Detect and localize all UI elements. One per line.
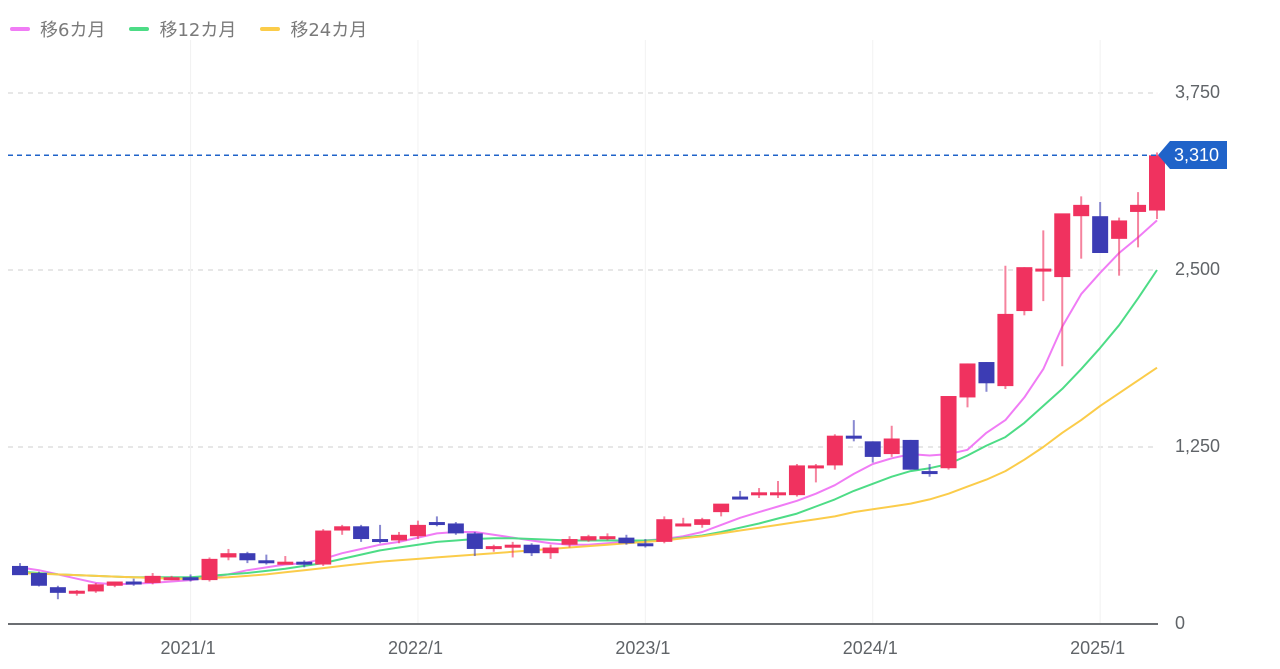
candle	[561, 536, 578, 548]
candle	[125, 578, 142, 586]
candle	[1130, 192, 1147, 248]
candle	[163, 575, 180, 581]
candle	[87, 582, 104, 593]
y-tick-label: 2,500	[1175, 259, 1221, 279]
candle	[49, 585, 66, 600]
candle	[485, 544, 502, 552]
candle	[770, 480, 786, 498]
legend-label: 移24カ月	[290, 20, 368, 41]
candle	[788, 463, 805, 497]
chart-legend: 移6カ月 移12カ月 移24カ月	[10, 14, 367, 44]
legend-label: 移12カ月	[159, 20, 237, 41]
candle	[845, 420, 862, 442]
candle	[864, 441, 881, 463]
current-price-label: 3,310	[1170, 141, 1228, 170]
candle	[542, 544, 559, 559]
candle	[1073, 196, 1090, 259]
candle	[296, 560, 313, 568]
candle	[372, 524, 389, 544]
candle	[675, 517, 692, 527]
x-tick-label: 2023/1	[615, 638, 671, 658]
candle	[1054, 213, 1071, 367]
current-price-tag: 3,310	[1158, 141, 1228, 170]
candle	[618, 534, 635, 545]
candle	[30, 571, 47, 587]
candle	[637, 539, 654, 548]
candle	[807, 463, 824, 483]
candle	[106, 581, 123, 588]
legend-label: 移6カ月	[40, 20, 106, 41]
candle	[315, 529, 332, 566]
candle	[447, 522, 464, 535]
candle	[201, 557, 218, 582]
candle	[68, 590, 85, 596]
candle	[409, 520, 426, 540]
candle	[959, 363, 976, 408]
candle	[428, 516, 445, 527]
candle	[713, 503, 730, 517]
x-tick-label: 2021/1	[160, 638, 216, 658]
y-tick-label: 0	[1175, 613, 1186, 633]
candle	[883, 425, 900, 457]
candle	[220, 548, 237, 561]
candle	[580, 534, 597, 542]
candle	[239, 551, 256, 564]
y-tick-label: 1,250	[1175, 436, 1221, 456]
candle	[751, 488, 768, 498]
legend-item[interactable]: 移12カ月	[129, 16, 236, 42]
candle	[1111, 217, 1128, 276]
candle	[694, 517, 711, 528]
candle	[466, 531, 483, 557]
candle	[826, 434, 843, 470]
y-tick-label: 3,750	[1175, 82, 1221, 102]
legend-item[interactable]: 移6カ月	[10, 16, 105, 42]
x-tick-label: 2024/1	[842, 638, 898, 658]
candle	[277, 556, 294, 565]
candle	[258, 554, 275, 565]
candle	[1016, 267, 1033, 316]
candle	[599, 533, 616, 541]
candle	[12, 563, 28, 576]
candle	[997, 265, 1014, 389]
candles	[12, 152, 1165, 600]
legend-swatch-icon	[10, 27, 30, 31]
candle	[732, 490, 749, 500]
x-tick-label: 2022/1	[387, 638, 443, 658]
candle	[940, 396, 957, 470]
candle	[504, 541, 521, 558]
price-tag-arrow-icon	[1158, 141, 1170, 170]
candle	[1035, 230, 1052, 302]
legend-item[interactable]: 移24カ月	[260, 16, 367, 42]
legend-swatch-icon	[129, 27, 150, 31]
candle	[334, 524, 351, 535]
candle	[656, 516, 673, 544]
candle	[144, 573, 161, 585]
candle	[1092, 202, 1109, 254]
candle	[391, 531, 407, 544]
x-tick-label: 2025/1	[1070, 638, 1126, 658]
candle	[902, 439, 919, 470]
candle	[921, 463, 938, 477]
candle	[353, 524, 370, 542]
candle	[978, 362, 995, 392]
candle	[523, 543, 540, 557]
legend-swatch-icon	[260, 27, 281, 31]
candle	[182, 574, 199, 582]
